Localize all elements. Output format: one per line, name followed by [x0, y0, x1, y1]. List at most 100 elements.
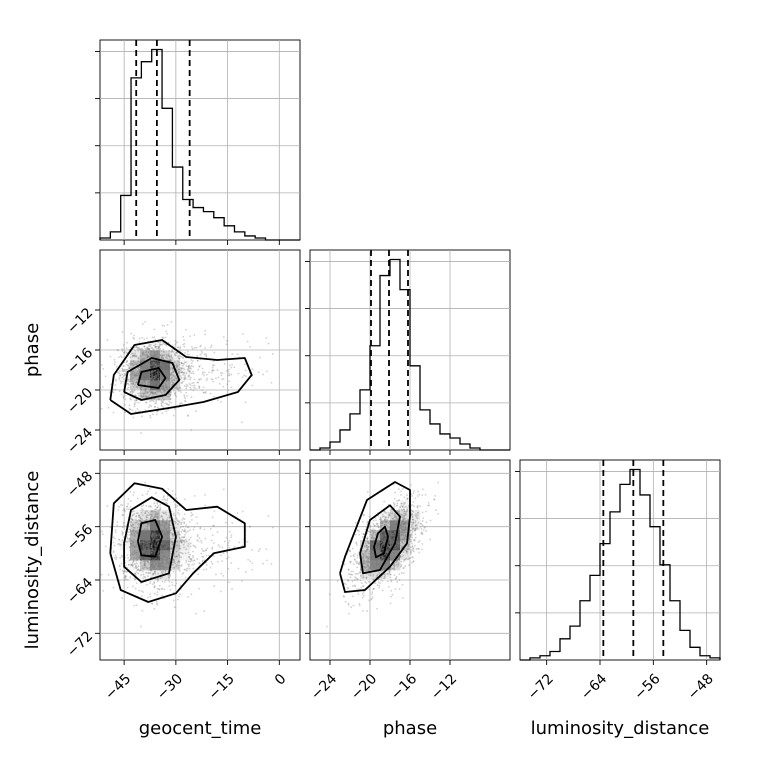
scatter-luminosity-distance-vs-geocent-time-sample-point — [163, 552, 165, 555]
scatter-luminosity-distance-vs-phase-sample-point — [399, 544, 402, 547]
scatter-phase-vs-geocent-time-sample-point — [153, 364, 156, 367]
scatter-phase-vs-geocent-time-sample-point — [132, 371, 135, 374]
scatter-phase-vs-geocent-time-sample-point — [124, 411, 126, 414]
scatter-phase-vs-geocent-time-sample-point — [168, 350, 171, 352]
scatter-luminosity-distance-vs-phase-sample-point — [410, 540, 413, 543]
scatter-phase-vs-geocent-time-sample-point — [143, 377, 146, 380]
scatter-phase-vs-geocent-time-sample-point — [191, 382, 194, 385]
scatter-luminosity-distance-vs-geocent-time-sample-point — [186, 530, 189, 533]
scatter-phase-vs-geocent-time-sample-point — [148, 353, 151, 355]
scatter-luminosity-distance-vs-phase-sample-point — [364, 581, 367, 583]
scatter-luminosity-distance-vs-phase-sample-point — [349, 573, 351, 575]
scatter-luminosity-distance-vs-geocent-time-sample-point — [133, 534, 136, 536]
scatter-luminosity-distance-vs-phase-sample-point — [391, 593, 394, 596]
scatter-luminosity-distance-vs-geocent-time-sample-point — [141, 494, 144, 496]
scatter-phase-vs-geocent-time-sample-point — [155, 363, 158, 366]
scatter-phase-vs-geocent-time-sample-point — [153, 377, 156, 380]
scatter-luminosity-distance-vs-phase-sample-point — [424, 493, 427, 496]
scatter-luminosity-distance-vs-geocent-time-sample-point — [137, 569, 140, 571]
scatter-phase-vs-geocent-time-sample-point — [148, 348, 151, 351]
scatter-luminosity-distance-vs-geocent-time-sample-point — [177, 564, 180, 567]
scatter-phase-vs-geocent-time-sample-point — [174, 386, 177, 389]
scatter-phase-vs-geocent-time-sample-point — [156, 372, 159, 375]
scatter-phase-vs-geocent-time-sample-point — [146, 348, 149, 350]
scatter-luminosity-distance-vs-phase-sample-point — [370, 547, 373, 550]
scatter-luminosity-distance-vs-phase-sample-point — [380, 526, 382, 529]
scatter-phase-vs-geocent-time-sample-point — [131, 409, 134, 411]
scatter-phase-vs-geocent-time-sample-point — [135, 362, 138, 365]
scatter-luminosity-distance-vs-geocent-time-sample-point — [151, 559, 154, 561]
scatter-luminosity-distance-vs-phase-sample-point — [372, 553, 374, 556]
scatter-phase-vs-geocent-time-sample-point — [142, 358, 145, 360]
scatter-phase-vs-geocent-time-sample-point — [186, 394, 188, 397]
scatter-luminosity-distance-vs-phase-sample-point — [358, 533, 360, 536]
scatter-luminosity-distance-vs-geocent-time-sample-point — [158, 584, 161, 587]
scatter-luminosity-distance-vs-geocent-time-sample-point — [153, 585, 156, 587]
scatter-phase-vs-geocent-time-sample-point — [158, 363, 161, 366]
scatter-luminosity-distance-vs-geocent-time-sample-point — [126, 554, 129, 557]
scatter-luminosity-distance-vs-geocent-time-sample-point — [154, 505, 157, 507]
scatter-phase-vs-geocent-time-sample-point — [141, 358, 144, 361]
scatter-phase-vs-geocent-time-sample-point — [192, 389, 195, 392]
scatter-phase-vs-geocent-time-sample-point — [167, 368, 170, 370]
scatter-phase-vs-geocent-time-sample-point — [131, 390, 134, 393]
scatter-luminosity-distance-vs-geocent-time-sample-point — [155, 545, 158, 548]
scatter-phase-vs-geocent-time-sample-point — [227, 389, 230, 392]
scatter-luminosity-distance-vs-phase-sample-point — [407, 506, 410, 509]
scatter-phase-vs-geocent-time-sample-point — [136, 408, 139, 410]
scatter-luminosity-distance-vs-geocent-time-sample-point — [115, 558, 117, 561]
scatter-phase-vs-geocent-time-sample-point — [164, 356, 167, 359]
scatter-phase-vs-geocent-time-sample-point — [163, 398, 165, 401]
scatter-luminosity-distance-vs-geocent-time-sample-point — [129, 530, 132, 533]
scatter-phase-vs-geocent-time-sample-point — [144, 353, 146, 356]
scatter-luminosity-distance-vs-phase-sample-point — [393, 503, 396, 505]
scatter-phase-vs-geocent-time-sample-point — [131, 379, 133, 382]
scatter-phase-vs-geocent-time-sample-point — [155, 389, 158, 392]
scatter-phase-vs-geocent-time-sample-point — [174, 354, 177, 356]
scatter-phase-vs-geocent-time-sample-point — [157, 382, 160, 385]
scatter-phase-vs-geocent-time-sample-point — [147, 355, 149, 358]
scatter-luminosity-distance-vs-geocent-time-sample-point — [175, 555, 178, 558]
scatter-phase-vs-geocent-time-sample-point — [185, 391, 188, 394]
scatter-phase-vs-geocent-time-sample-point — [145, 388, 148, 391]
scatter-phase-vs-geocent-time-sample-point — [137, 357, 140, 360]
scatter-luminosity-distance-vs-phase-sample-point — [404, 526, 407, 529]
scatter-luminosity-distance-vs-phase-sample-point — [369, 541, 372, 544]
scatter-phase-vs-geocent-time-sample-point — [152, 413, 154, 416]
scatter-luminosity-distance-vs-geocent-time-sample-point — [139, 538, 142, 540]
scatter-phase-vs-geocent-time-sample-point — [161, 369, 164, 371]
scatter-luminosity-distance-vs-geocent-time-sample-point — [157, 521, 160, 524]
scatter-luminosity-distance-vs-geocent-time-sample-point — [149, 505, 152, 508]
scatter-phase-vs-geocent-time-sample-point — [155, 355, 157, 357]
scatter-phase-vs-geocent-time-sample-point — [185, 372, 188, 375]
scatter-phase-vs-geocent-time-sample-point — [184, 375, 186, 377]
scatter-luminosity-distance-vs-geocent-time-sample-point — [126, 505, 129, 508]
scatter-luminosity-distance-vs-geocent-time-sample-point — [179, 526, 182, 529]
scatter-luminosity-distance-vs-geocent-time-sample-point — [150, 602, 153, 605]
scatter-phase-vs-geocent-time-sample-point — [146, 364, 149, 367]
scatter-luminosity-distance-vs-phase-sample-point — [367, 580, 370, 583]
scatter-luminosity-distance-vs-geocent-time-sample-point — [130, 542, 133, 545]
scatter-luminosity-distance-vs-phase-sample-point — [378, 565, 381, 568]
scatter-phase-vs-geocent-time-sample-point — [146, 346, 149, 349]
scatter-phase-vs-geocent-time-sample-point — [149, 381, 152, 384]
scatter-luminosity-distance-vs-phase-sample-point — [411, 531, 414, 533]
scatter-phase-vs-geocent-time-sample-point — [173, 353, 176, 355]
scatter-phase-vs-geocent-time-sample-point — [158, 345, 161, 347]
scatter-phase-vs-geocent-time-sample-point — [165, 353, 168, 356]
scatter-phase-vs-geocent-time-sample-point — [178, 355, 181, 358]
scatter-phase-vs-geocent-time-sample-point — [126, 359, 129, 362]
scatter-phase-vs-geocent-time-sample-point — [211, 378, 214, 381]
scatter-phase-vs-geocent-time-sample-point — [123, 365, 125, 367]
scatter-phase-vs-geocent-time-sample-point — [126, 360, 129, 363]
scatter-luminosity-distance-vs-geocent-time-sample-point — [146, 510, 149, 513]
scatter-luminosity-distance-vs-phase-sample-point — [399, 506, 402, 509]
scatter-phase-vs-geocent-time-sample-point — [146, 373, 149, 376]
scatter-phase-vs-geocent-time-sample-point — [197, 381, 200, 384]
scatter-phase-vs-geocent-time-sample-point — [124, 350, 126, 353]
scatter-phase-vs-geocent-time-sample-point — [156, 345, 159, 348]
scatter-phase-vs-geocent-time-sample-point — [129, 408, 132, 411]
scatter-luminosity-distance-vs-geocent-time-sample-point — [153, 564, 156, 567]
scatter-phase-vs-geocent-time-sample-point — [141, 382, 144, 385]
scatter-luminosity-distance-vs-phase-sample-point — [421, 533, 424, 536]
